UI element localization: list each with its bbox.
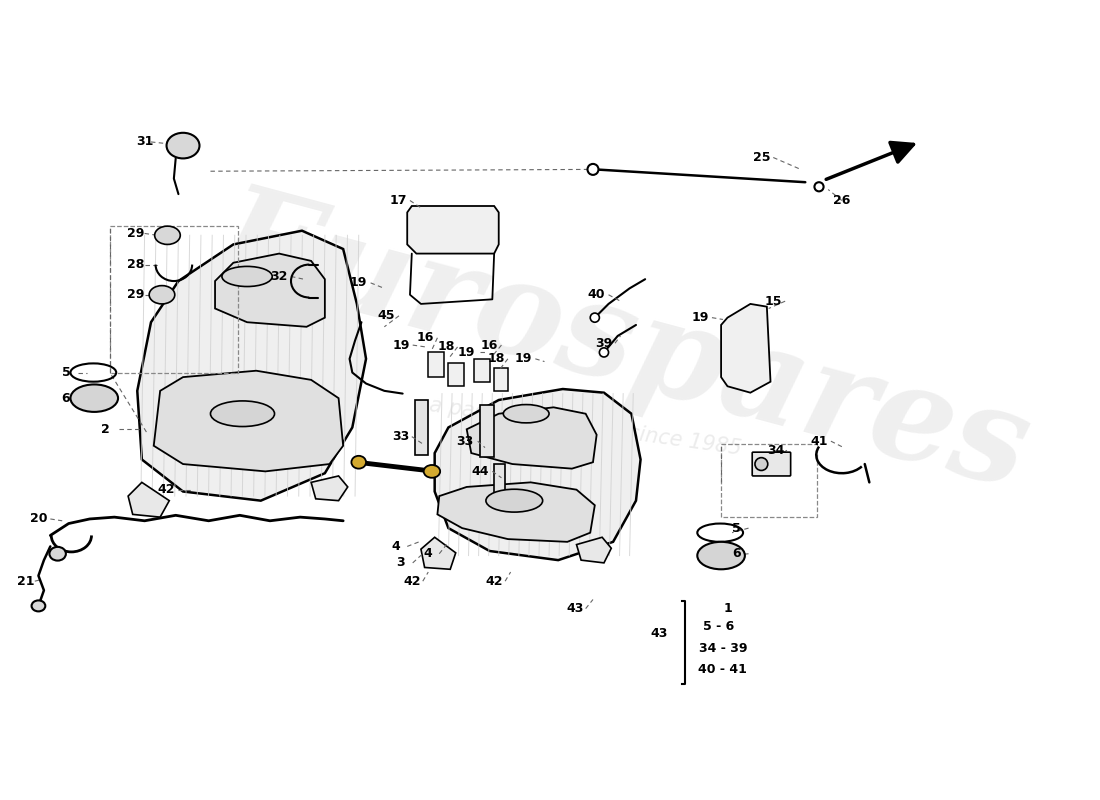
Text: 40 - 41: 40 - 41 [698, 663, 747, 677]
Polygon shape [407, 206, 498, 254]
Polygon shape [438, 482, 595, 542]
Ellipse shape [32, 601, 45, 611]
Text: 4: 4 [424, 547, 432, 560]
Text: 18: 18 [438, 341, 455, 354]
Circle shape [814, 182, 824, 191]
Text: 34 - 39: 34 - 39 [698, 642, 747, 655]
Text: 5: 5 [733, 522, 741, 534]
Text: 4: 4 [390, 540, 399, 553]
Text: 16: 16 [417, 331, 434, 344]
Text: 32: 32 [271, 270, 288, 283]
Text: 19: 19 [458, 346, 475, 359]
Text: 19: 19 [515, 352, 532, 366]
Text: 5: 5 [62, 366, 70, 379]
Ellipse shape [504, 405, 549, 423]
Polygon shape [466, 407, 596, 469]
Text: 29: 29 [126, 288, 144, 302]
Text: 3: 3 [396, 556, 405, 570]
Text: 40: 40 [587, 288, 605, 302]
Ellipse shape [155, 226, 180, 245]
Text: 43: 43 [566, 602, 583, 615]
Ellipse shape [70, 385, 118, 412]
Text: 39: 39 [595, 337, 613, 350]
Text: 2: 2 [101, 422, 110, 436]
Polygon shape [428, 353, 443, 377]
Text: 6: 6 [62, 392, 70, 405]
Text: 26: 26 [833, 194, 850, 207]
Text: 43: 43 [650, 627, 668, 640]
Text: 5 - 6: 5 - 6 [703, 621, 734, 634]
Polygon shape [311, 476, 348, 501]
Text: 19: 19 [692, 311, 708, 324]
Polygon shape [128, 482, 169, 517]
Text: 18: 18 [487, 352, 505, 366]
Text: a passion for parts since 1985: a passion for parts since 1985 [428, 396, 742, 459]
Text: 34: 34 [768, 444, 784, 457]
Text: 20: 20 [30, 513, 47, 526]
Polygon shape [154, 370, 343, 471]
Text: 16: 16 [481, 338, 498, 351]
Polygon shape [494, 368, 508, 391]
Text: 21: 21 [16, 574, 34, 588]
Text: 42: 42 [485, 574, 503, 588]
Circle shape [587, 164, 598, 175]
Text: 17: 17 [389, 194, 407, 207]
Text: 42: 42 [403, 574, 420, 588]
Ellipse shape [697, 542, 745, 570]
Text: Eurospares: Eurospares [202, 175, 1042, 515]
Ellipse shape [150, 286, 175, 304]
Polygon shape [494, 464, 505, 506]
Text: 19: 19 [350, 276, 367, 290]
Polygon shape [449, 363, 464, 386]
Text: 33: 33 [393, 430, 409, 443]
Polygon shape [722, 304, 770, 393]
Ellipse shape [424, 465, 440, 478]
Text: 25: 25 [752, 151, 770, 164]
Text: 45: 45 [377, 310, 395, 322]
Ellipse shape [166, 133, 199, 158]
FancyBboxPatch shape [752, 452, 791, 476]
Polygon shape [421, 538, 455, 570]
Text: 29: 29 [126, 227, 144, 240]
Polygon shape [214, 254, 324, 326]
Text: 15: 15 [764, 294, 782, 308]
Circle shape [600, 348, 608, 357]
Text: 33: 33 [456, 434, 473, 448]
Polygon shape [576, 538, 612, 563]
Text: 41: 41 [811, 434, 828, 448]
Polygon shape [415, 400, 428, 455]
Text: 6: 6 [733, 547, 741, 560]
Polygon shape [474, 359, 490, 382]
Polygon shape [138, 230, 366, 501]
Polygon shape [481, 405, 494, 457]
Text: 44: 44 [472, 465, 490, 478]
Circle shape [755, 458, 768, 470]
Polygon shape [434, 389, 640, 560]
Ellipse shape [50, 547, 66, 561]
Circle shape [591, 313, 600, 322]
Ellipse shape [222, 266, 272, 286]
Text: 42: 42 [157, 483, 175, 496]
Ellipse shape [351, 456, 366, 469]
Ellipse shape [486, 490, 542, 512]
Ellipse shape [210, 401, 275, 426]
Text: 1: 1 [723, 602, 732, 615]
Text: 19: 19 [392, 338, 409, 351]
Text: 31: 31 [136, 135, 153, 149]
Text: 28: 28 [126, 258, 144, 271]
